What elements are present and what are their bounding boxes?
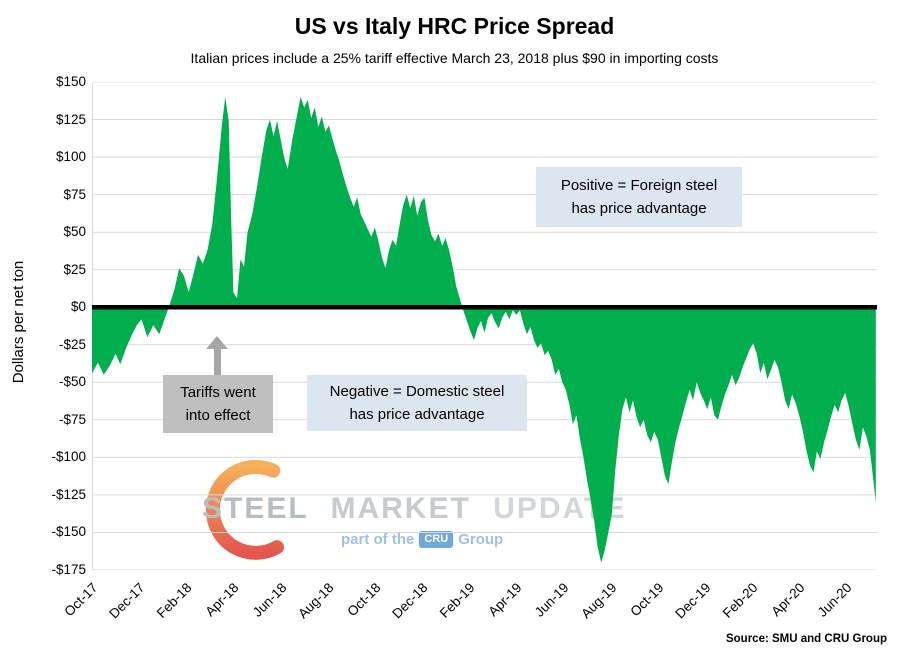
- positive-annotation: Positive = Foreign steel has price advan…: [536, 167, 742, 227]
- tariff-annotation: Tariffs went into effect: [163, 375, 273, 433]
- tariff-annotation-line1: Tariffs went: [180, 383, 256, 401]
- y-tick-label: $75: [63, 186, 86, 202]
- negative-annotation: Negative = Domestic steel has price adva…: [307, 375, 527, 431]
- negative-annotation-line2: has price advantage: [349, 406, 485, 423]
- y-tick-label: -$125: [51, 486, 86, 502]
- negative-annotation-line1: Negative = Domestic steel: [329, 382, 505, 400]
- y-tick-label: -$50: [58, 374, 86, 390]
- y-axis-title: Dollars per net ton: [10, 260, 27, 384]
- positive-annotation-line2: has price advantage: [571, 200, 707, 217]
- y-tick-label: -$25: [58, 336, 86, 352]
- y-tick-label: $50: [63, 224, 86, 240]
- y-tick-label: -$100: [51, 449, 86, 465]
- up-arrow-icon: [206, 336, 228, 375]
- source-note: Source: SMU and CRU Group: [725, 633, 887, 645]
- y-tick-label: $25: [63, 261, 86, 277]
- tariff-annotation-line2: into effect: [185, 407, 251, 424]
- y-tick-label: $100: [55, 149, 86, 165]
- y-tick-label: $150: [55, 74, 86, 89]
- y-tick-label: -$150: [51, 524, 86, 540]
- positive-annotation-line1: Positive = Foreign steel: [560, 176, 718, 194]
- y-tick-label: $0: [70, 299, 86, 315]
- y-tick-label: -$175: [51, 562, 86, 577]
- chart-subtitle: Italian prices include a 25% tariff effe…: [190, 50, 719, 66]
- y-tick-label: $125: [55, 111, 86, 127]
- plot-area: [92, 82, 877, 570]
- y-tick-label: -$75: [58, 411, 86, 427]
- chart-title: US vs Italy HRC Price Spread: [294, 13, 615, 39]
